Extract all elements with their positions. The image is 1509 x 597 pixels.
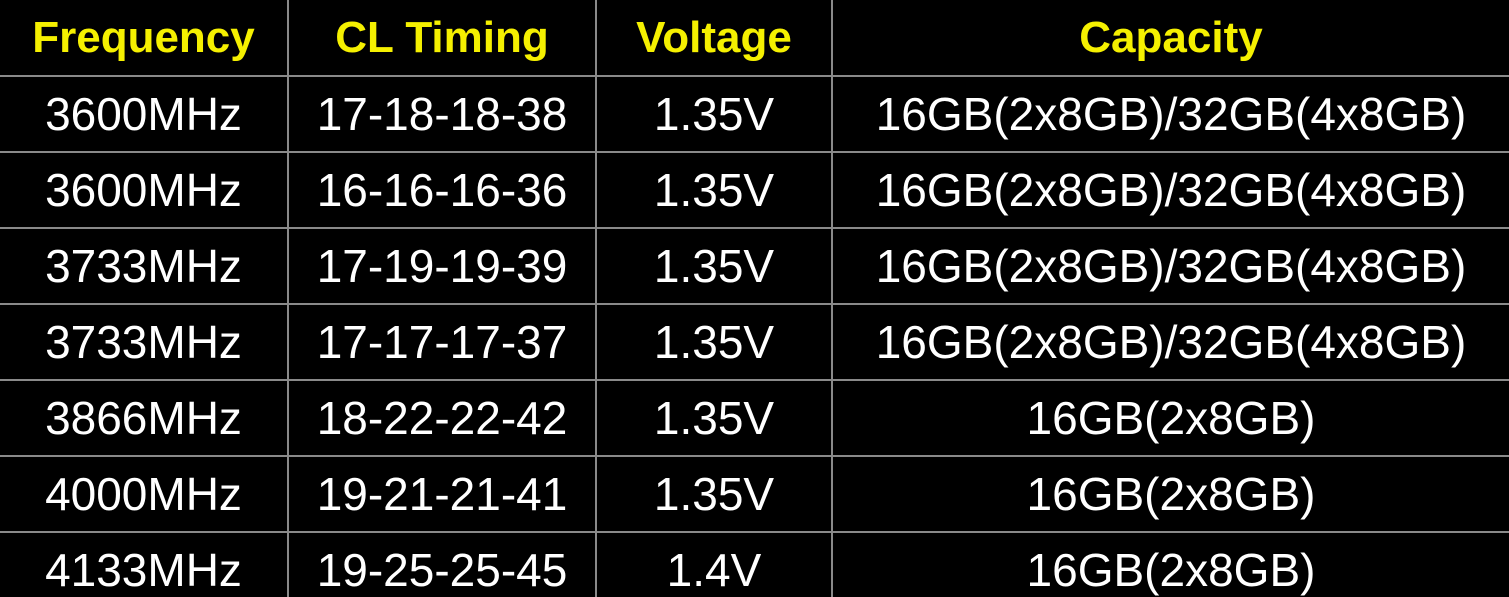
table-cell: 18-22-22-42 (287, 379, 597, 457)
table-cell: 3733MHz (0, 303, 289, 381)
table-cell: 3600MHz (0, 151, 289, 229)
table-cell: 16GB(2x8GB)/32GB(4x8GB) (831, 227, 1509, 305)
table-cell: 4133MHz (0, 531, 289, 597)
table-row: 3600MHz 17-18-18-38 1.35V 16GB(2x8GB)/32GB(… (0, 75, 1509, 153)
table-cell: 16GB(2x8GB) (831, 455, 1509, 533)
table-cell: 16GB(2x8GB)/32GB(4x8GB) (831, 75, 1509, 153)
header-cell: Capacity (831, 0, 1509, 77)
table-cell: 3600MHz (0, 75, 289, 153)
table-cell: 1.35V (595, 455, 833, 533)
table-cell: 17-17-17-37 (287, 303, 597, 381)
header-cell: Frequency (0, 0, 289, 77)
table-cell: 1.35V (595, 227, 833, 305)
table-cell: 1.4V (595, 531, 833, 597)
table-cell: 19-21-21-41 (287, 455, 597, 533)
table-cell: 17-19-19-39 (287, 227, 597, 305)
table-row: 4133MHz 19-25-25-45 1.4V 16GB(2x8GB) (0, 531, 1509, 597)
header-cell: Voltage (595, 0, 833, 77)
table-cell: 1.35V (595, 75, 833, 153)
table-cell: 4000MHz (0, 455, 289, 533)
table-row: 4000MHz 19-21-21-41 1.35V 16GB(2x8GB) (0, 455, 1509, 533)
table-row: 3866MHz 18-22-22-42 1.35V 16GB(2x8GB) (0, 379, 1509, 457)
table-cell: 17-18-18-38 (287, 75, 597, 153)
table-cell: 16GB(2x8GB)/32GB(4x8GB) (831, 303, 1509, 381)
table-row: 3733MHz 17-19-19-39 1.35V 16GB(2x8GB)/32GB(… (0, 227, 1509, 305)
table-cell: 3733MHz (0, 227, 289, 305)
table-cell: 1.35V (595, 303, 833, 381)
table-cell: 1.35V (595, 379, 833, 457)
table-row: 3600MHz 16-16-16-36 1.35V 16GB(2x8GB)/32GB(… (0, 151, 1509, 229)
table-cell: 16GB(2x8GB)/32GB(4x8GB) (831, 151, 1509, 229)
header-row: Frequency CL Timing Voltage Capacity (0, 0, 1509, 77)
table-row: 3733MHz 17-17-17-37 1.35V 16GB(2x8GB)/32GB(… (0, 303, 1509, 381)
table-cell: 19-25-25-45 (287, 531, 597, 597)
header-cell: CL Timing (287, 0, 597, 77)
table-cell: 16GB(2x8GB) (831, 531, 1509, 597)
table-cell: 1.35V (595, 151, 833, 229)
table-cell: 16GB(2x8GB) (831, 379, 1509, 457)
table-cell: 16-16-16-36 (287, 151, 597, 229)
table-cell: 3866MHz (0, 379, 289, 457)
